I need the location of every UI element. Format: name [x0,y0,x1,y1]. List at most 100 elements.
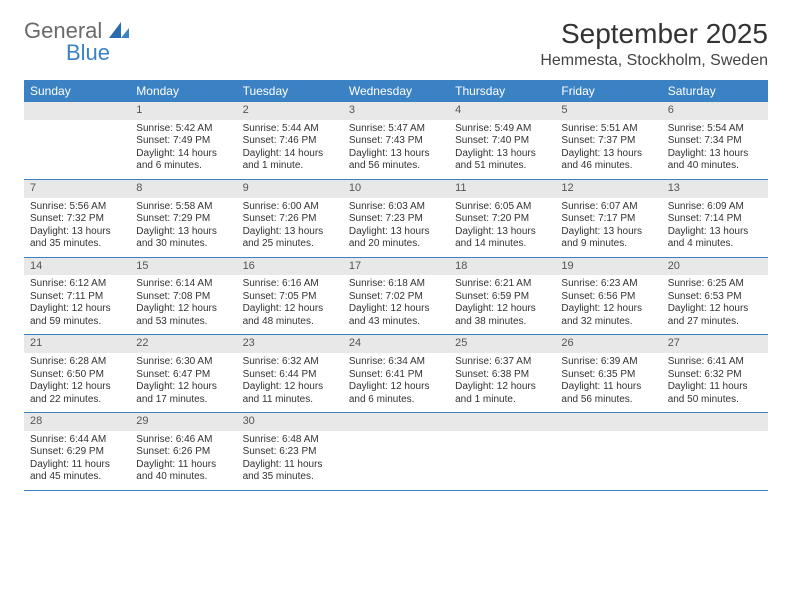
cell-body: Sunrise: 6:09 AMSunset: 7:14 PMDaylight:… [662,198,768,257]
day-number: 19 [555,258,661,276]
daylight-line-1: Daylight: 11 hours [30,459,124,472]
day-number [449,413,555,431]
day-number: 18 [449,258,555,276]
sunrise-line: Sunrise: 5:49 AM [455,123,549,136]
logo: General Blue [24,18,129,66]
cell-body: Sunrise: 6:05 AMSunset: 7:20 PMDaylight:… [449,198,555,257]
cell-body: Sunrise: 6:25 AMSunset: 6:53 PMDaylight:… [662,275,768,334]
sunset-line: Sunset: 7:11 PM [30,291,124,304]
calendar-cell: 6Sunrise: 5:54 AMSunset: 7:34 PMDaylight… [662,102,768,179]
calendar-cell: 9Sunrise: 6:00 AMSunset: 7:26 PMDaylight… [237,179,343,257]
calendar-cell: 22Sunrise: 6:30 AMSunset: 6:47 PMDayligh… [130,335,236,413]
sunrise-line [561,434,655,447]
day-number: 5 [555,102,661,120]
sunset-line: Sunset: 6:41 PM [349,369,443,382]
sunrise-line: Sunrise: 5:47 AM [349,123,443,136]
daylight-line-1: Daylight: 11 hours [561,381,655,394]
calendar-cell: 27Sunrise: 6:41 AMSunset: 6:32 PMDayligh… [662,335,768,413]
day-number: 1 [130,102,236,120]
daylight-line-1: Daylight: 12 hours [136,303,230,316]
cell-body [343,431,449,490]
calendar-cell: 29Sunrise: 6:46 AMSunset: 6:26 PMDayligh… [130,413,236,491]
daylight-line-1: Daylight: 11 hours [668,381,762,394]
cell-body: Sunrise: 5:58 AMSunset: 7:29 PMDaylight:… [130,198,236,257]
daylight-line-1: Daylight: 12 hours [349,303,443,316]
daylight-line-2: and 30 minutes. [136,238,230,251]
calendar-cell: 24Sunrise: 6:34 AMSunset: 6:41 PMDayligh… [343,335,449,413]
daylight-line-2: and 53 minutes. [136,316,230,329]
header: General Blue September 2025 Hemmesta, St… [24,18,768,70]
day-number: 3 [343,102,449,120]
daylight-line-2 [30,160,124,173]
sunrise-line [668,434,762,447]
daylight-line-1 [349,459,443,472]
daylight-line-2: and 20 minutes. [349,238,443,251]
cell-body: Sunrise: 6:00 AMSunset: 7:26 PMDaylight:… [237,198,343,257]
daylight-line-2: and 46 minutes. [561,160,655,173]
cell-body: Sunrise: 5:42 AMSunset: 7:49 PMDaylight:… [130,120,236,179]
calendar-cell: 26Sunrise: 6:39 AMSunset: 6:35 PMDayligh… [555,335,661,413]
calendar-cell [24,102,130,179]
daylight-line-2: and 4 minutes. [668,238,762,251]
cell-body [449,431,555,490]
daylight-line-2: and 17 minutes. [136,394,230,407]
weekday-header: Wednesday [343,80,449,102]
sunrise-line: Sunrise: 5:44 AM [243,123,337,136]
daylight-line-2 [455,471,549,484]
sunrise-line: Sunrise: 6:05 AM [455,201,549,214]
title-block: September 2025 Hemmesta, Stockholm, Swed… [540,18,768,70]
calendar-cell [555,413,661,491]
sunset-line: Sunset: 7:17 PM [561,213,655,226]
day-number: 21 [24,335,130,353]
daylight-line-1: Daylight: 12 hours [136,381,230,394]
calendar-cell: 3Sunrise: 5:47 AMSunset: 7:43 PMDaylight… [343,102,449,179]
daylight-line-2: and 35 minutes. [30,238,124,251]
sunset-line [455,446,549,459]
daylight-line-2: and 9 minutes. [561,238,655,251]
daylight-line-2 [668,471,762,484]
sunrise-line: Sunrise: 6:25 AM [668,278,762,291]
logo-text-block: General Blue [24,18,129,66]
day-number: 9 [237,180,343,198]
daylight-line-1: Daylight: 12 hours [243,381,337,394]
day-number: 8 [130,180,236,198]
sunset-line: Sunset: 6:29 PM [30,446,124,459]
daylight-line-1: Daylight: 13 hours [136,226,230,239]
sunrise-line: Sunrise: 6:32 AM [243,356,337,369]
sunset-line: Sunset: 7:46 PM [243,135,337,148]
sunrise-line: Sunrise: 6:21 AM [455,278,549,291]
sunrise-line: Sunrise: 6:34 AM [349,356,443,369]
daylight-line-1: Daylight: 13 hours [668,148,762,161]
daylight-line-2: and 27 minutes. [668,316,762,329]
daylight-line-1: Daylight: 13 hours [349,226,443,239]
calendar-week-row: 28Sunrise: 6:44 AMSunset: 6:29 PMDayligh… [24,413,768,491]
sunset-line: Sunset: 6:56 PM [561,291,655,304]
cell-body: Sunrise: 6:23 AMSunset: 6:56 PMDaylight:… [555,275,661,334]
daylight-line-2: and 40 minutes. [136,471,230,484]
sunset-line: Sunset: 6:23 PM [243,446,337,459]
day-number: 25 [449,335,555,353]
sunrise-line: Sunrise: 6:00 AM [243,201,337,214]
daylight-line-1: Daylight: 13 hours [455,148,549,161]
daylight-line-1: Daylight: 12 hours [30,303,124,316]
cell-body: Sunrise: 6:34 AMSunset: 6:41 PMDaylight:… [343,353,449,412]
sunset-line [349,446,443,459]
calendar-cell: 2Sunrise: 5:44 AMSunset: 7:46 PMDaylight… [237,102,343,179]
daylight-line-2: and 38 minutes. [455,316,549,329]
sunrise-line: Sunrise: 5:54 AM [668,123,762,136]
calendar-cell: 11Sunrise: 6:05 AMSunset: 7:20 PMDayligh… [449,179,555,257]
daylight-line-1 [668,459,762,472]
sunrise-line: Sunrise: 6:44 AM [30,434,124,447]
day-number: 27 [662,335,768,353]
sunrise-line: Sunrise: 6:16 AM [243,278,337,291]
calendar-cell: 12Sunrise: 6:07 AMSunset: 7:17 PMDayligh… [555,179,661,257]
sunrise-line: Sunrise: 6:23 AM [561,278,655,291]
sunrise-line: Sunrise: 6:09 AM [668,201,762,214]
month-title: September 2025 [540,18,768,50]
daylight-line-2: and 45 minutes. [30,471,124,484]
daylight-line-2: and 35 minutes. [243,471,337,484]
cell-body: Sunrise: 5:47 AMSunset: 7:43 PMDaylight:… [343,120,449,179]
sunset-line: Sunset: 7:29 PM [136,213,230,226]
calendar-week-row: 14Sunrise: 6:12 AMSunset: 7:11 PMDayligh… [24,257,768,335]
day-number: 4 [449,102,555,120]
